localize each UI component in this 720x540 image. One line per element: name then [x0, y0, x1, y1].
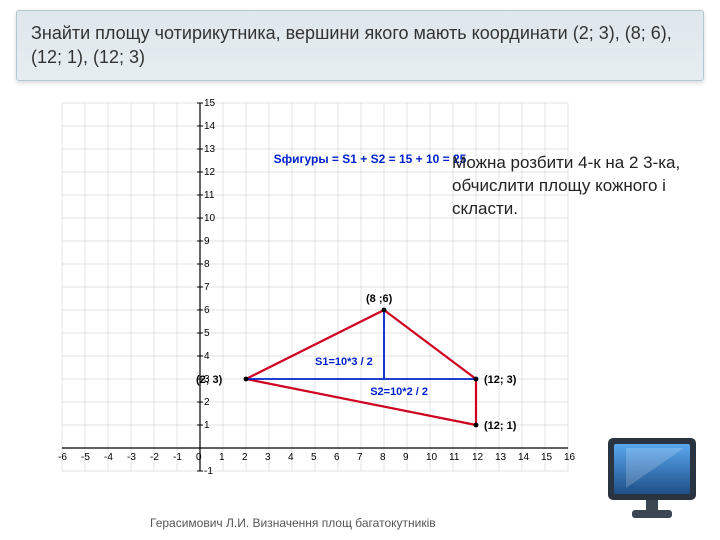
svg-text:6: 6: [204, 305, 210, 316]
svg-text:4: 4: [204, 351, 210, 362]
svg-text:S2=10*2 / 2: S2=10*2 / 2: [370, 386, 428, 398]
explanation-text: Можна розбити 4-к на 2 3-ка, обчислити п…: [452, 152, 704, 221]
svg-text:-6: -6: [58, 452, 67, 463]
svg-text:8: 8: [204, 259, 210, 270]
svg-text:Sфигуры = S1 + S2 = 15 + 10 =: Sфигуры = S1 + S2 = 15 + 10 = 25: [274, 152, 467, 166]
svg-text:6: 6: [334, 452, 340, 463]
svg-text:15: 15: [541, 452, 553, 463]
svg-text:13: 13: [204, 144, 216, 155]
svg-text:4: 4: [288, 452, 294, 463]
svg-text:(12; 3): (12; 3): [484, 374, 517, 386]
svg-text:2: 2: [242, 452, 248, 463]
svg-text:7: 7: [204, 282, 210, 293]
svg-text:-2: -2: [150, 452, 159, 463]
svg-text:0: 0: [196, 452, 202, 463]
svg-text:5: 5: [204, 328, 210, 339]
svg-text:(8 ;6): (8 ;6): [366, 293, 393, 305]
svg-text:15: 15: [204, 98, 216, 109]
svg-text:9: 9: [403, 452, 409, 463]
svg-text:(2; 3): (2; 3): [196, 374, 223, 386]
svg-text:(12; 1): (12; 1): [484, 420, 517, 432]
svg-text:9: 9: [204, 236, 210, 247]
problem-title: Знайти площу чотирикутника, вершини яког…: [16, 10, 704, 81]
svg-text:1: 1: [204, 420, 210, 431]
svg-text:14: 14: [204, 121, 216, 132]
svg-text:-1: -1: [204, 466, 213, 477]
svg-text:12: 12: [472, 452, 484, 463]
footer-credit: Герасимович Л.И. Визначення площ багаток…: [150, 516, 436, 530]
svg-text:5: 5: [311, 452, 317, 463]
svg-text:3: 3: [265, 452, 271, 463]
svg-text:11: 11: [204, 190, 215, 201]
svg-text:2: 2: [204, 397, 210, 408]
coordinate-plot: -6-5-4-3-2-1012345678910111213141516-112…: [16, 86, 704, 486]
svg-text:11: 11: [449, 452, 460, 463]
svg-text:10: 10: [204, 213, 216, 224]
svg-text:-3: -3: [127, 452, 136, 463]
svg-text:1: 1: [219, 452, 225, 463]
svg-text:7: 7: [357, 452, 363, 463]
svg-text:16: 16: [564, 452, 576, 463]
svg-text:8: 8: [380, 452, 386, 463]
monitor-svg: [606, 434, 702, 526]
svg-text:-4: -4: [104, 452, 113, 463]
svg-text:12: 12: [204, 167, 216, 178]
svg-text:S1=10*3 / 2: S1=10*3 / 2: [315, 356, 373, 368]
svg-text:13: 13: [495, 452, 507, 463]
svg-text:-5: -5: [81, 452, 90, 463]
plot-svg: -6-5-4-3-2-1012345678910111213141516-112…: [16, 86, 704, 486]
svg-text:10: 10: [426, 452, 438, 463]
svg-text:14: 14: [518, 452, 530, 463]
monitor-icon: [606, 434, 702, 526]
svg-text:-1: -1: [173, 452, 182, 463]
